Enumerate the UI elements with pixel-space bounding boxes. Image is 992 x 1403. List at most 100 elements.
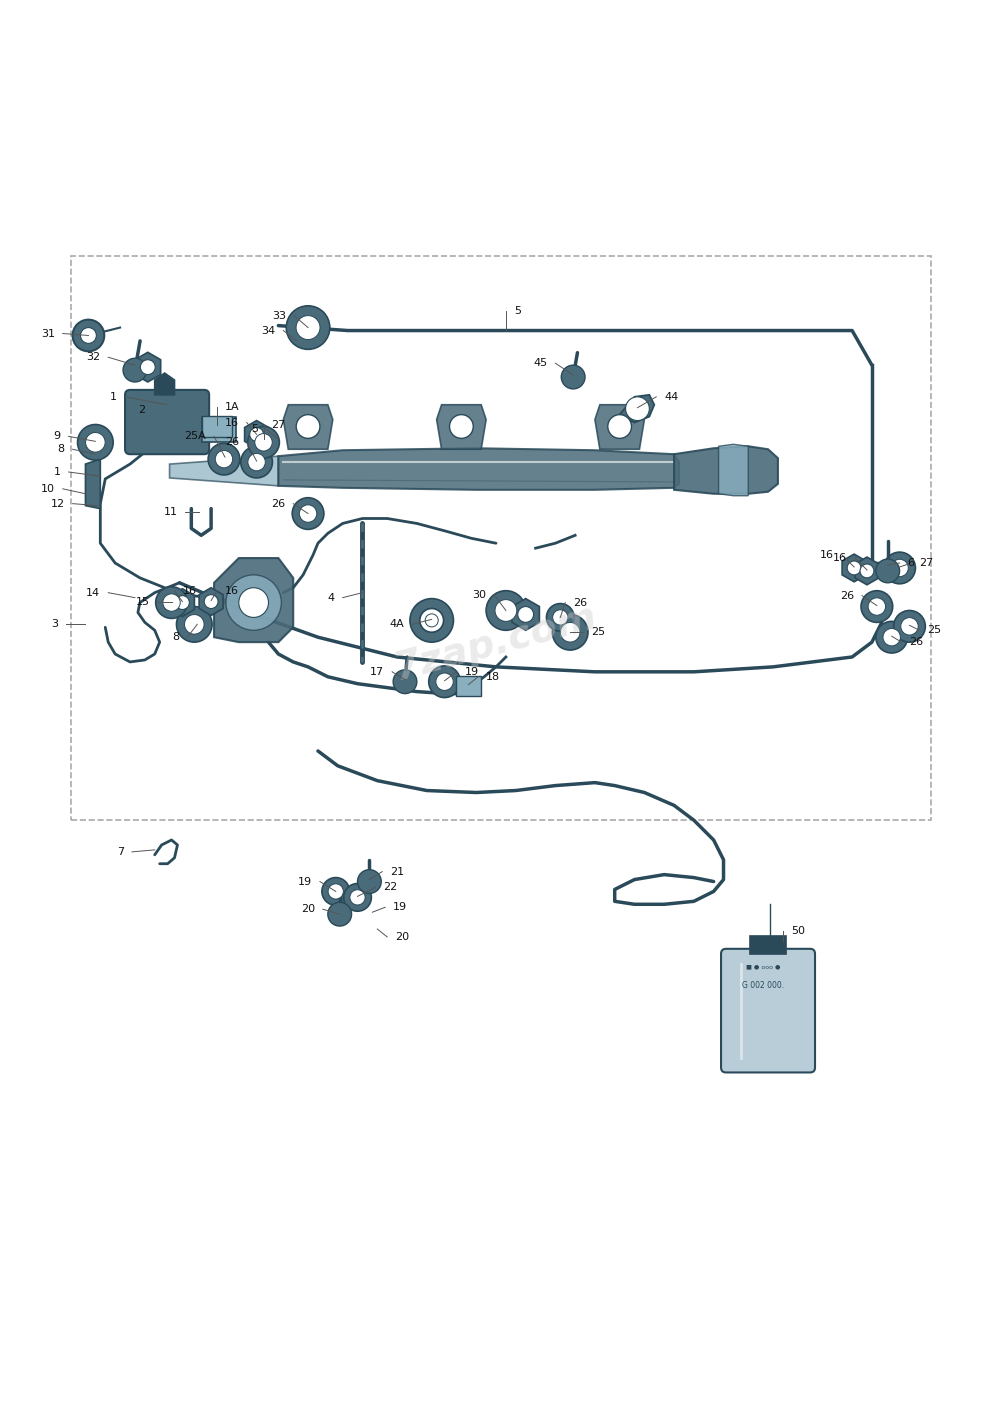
- Circle shape: [553, 615, 588, 650]
- Text: 5: 5: [514, 306, 521, 316]
- Text: 44: 44: [665, 391, 679, 401]
- Circle shape: [553, 610, 567, 624]
- Circle shape: [626, 397, 650, 421]
- Circle shape: [860, 564, 874, 578]
- Circle shape: [85, 432, 105, 452]
- FancyBboxPatch shape: [125, 390, 209, 455]
- Text: 16: 16: [820, 550, 834, 560]
- Polygon shape: [750, 936, 786, 954]
- Text: 20: 20: [301, 905, 315, 915]
- Circle shape: [296, 316, 320, 340]
- Text: 27: 27: [920, 558, 933, 568]
- Text: 4: 4: [327, 592, 334, 603]
- Polygon shape: [171, 589, 194, 616]
- Circle shape: [883, 629, 901, 645]
- Circle shape: [300, 505, 316, 522]
- Polygon shape: [842, 554, 866, 582]
- Circle shape: [420, 609, 443, 633]
- Polygon shape: [855, 557, 879, 585]
- Polygon shape: [674, 446, 778, 494]
- Text: 26: 26: [573, 598, 587, 607]
- Text: 3: 3: [51, 619, 58, 630]
- Circle shape: [163, 593, 181, 612]
- Text: 8: 8: [173, 633, 180, 643]
- Circle shape: [357, 870, 381, 894]
- Text: 7: 7: [117, 847, 124, 857]
- Polygon shape: [170, 456, 279, 485]
- FancyBboxPatch shape: [721, 948, 815, 1072]
- Circle shape: [420, 609, 443, 633]
- Circle shape: [350, 890, 365, 905]
- Circle shape: [449, 415, 473, 438]
- Circle shape: [894, 610, 926, 643]
- Circle shape: [250, 428, 264, 442]
- Circle shape: [226, 575, 282, 630]
- Circle shape: [518, 606, 534, 623]
- Bar: [201, 417, 236, 442]
- Circle shape: [327, 902, 351, 926]
- Circle shape: [608, 415, 632, 438]
- Circle shape: [177, 606, 212, 643]
- Polygon shape: [620, 394, 655, 422]
- Circle shape: [123, 358, 147, 382]
- Text: 27: 27: [272, 419, 286, 429]
- Text: 17: 17: [370, 666, 384, 676]
- Circle shape: [547, 603, 574, 631]
- Circle shape: [287, 306, 329, 349]
- Text: 34: 34: [261, 325, 276, 335]
- Text: 25A: 25A: [185, 431, 206, 442]
- Text: 26: 26: [840, 591, 854, 600]
- Circle shape: [204, 595, 218, 609]
- Text: 1A: 1A: [225, 401, 240, 411]
- Circle shape: [876, 558, 900, 582]
- Text: 26: 26: [910, 637, 924, 647]
- Circle shape: [486, 591, 526, 630]
- Circle shape: [141, 359, 155, 375]
- Text: 14: 14: [86, 588, 100, 598]
- Polygon shape: [279, 449, 679, 490]
- Circle shape: [435, 673, 453, 690]
- Polygon shape: [718, 445, 748, 495]
- Text: 25: 25: [591, 627, 605, 637]
- Polygon shape: [135, 352, 161, 382]
- Text: 16: 16: [225, 585, 239, 596]
- Text: 21: 21: [390, 867, 405, 877]
- Polygon shape: [245, 421, 269, 449]
- Circle shape: [343, 884, 371, 911]
- Text: 12: 12: [51, 498, 64, 509]
- Text: 22: 22: [383, 882, 398, 892]
- Circle shape: [77, 425, 113, 460]
- Bar: [456, 676, 481, 696]
- Text: 25: 25: [928, 626, 941, 636]
- Circle shape: [495, 599, 517, 622]
- Circle shape: [241, 446, 273, 478]
- Circle shape: [156, 586, 187, 619]
- Circle shape: [561, 365, 585, 389]
- Text: 15: 15: [136, 596, 150, 606]
- Text: G 002 000.: G 002 000.: [742, 981, 784, 991]
- Circle shape: [884, 553, 916, 584]
- Circle shape: [429, 666, 460, 697]
- Text: 26: 26: [271, 498, 286, 509]
- Text: 1: 1: [54, 467, 61, 477]
- Polygon shape: [199, 588, 223, 616]
- Text: 45: 45: [534, 358, 548, 368]
- Bar: [70, 257, 931, 821]
- Circle shape: [239, 588, 269, 617]
- Text: 31: 31: [41, 328, 55, 338]
- Text: 1: 1: [110, 391, 117, 401]
- Polygon shape: [436, 404, 486, 449]
- Text: 33: 33: [272, 310, 287, 321]
- Circle shape: [321, 878, 349, 905]
- Text: 4A: 4A: [389, 619, 404, 630]
- Circle shape: [560, 623, 580, 643]
- Circle shape: [847, 561, 861, 575]
- Circle shape: [248, 427, 280, 459]
- Polygon shape: [85, 459, 100, 509]
- Text: 16: 16: [183, 585, 196, 596]
- Circle shape: [328, 884, 343, 899]
- Text: 7zap.com: 7zap.com: [390, 596, 602, 687]
- Polygon shape: [595, 404, 645, 449]
- Text: 9: 9: [54, 431, 61, 442]
- Text: ■ ● ooo ●: ■ ● ooo ●: [746, 965, 781, 969]
